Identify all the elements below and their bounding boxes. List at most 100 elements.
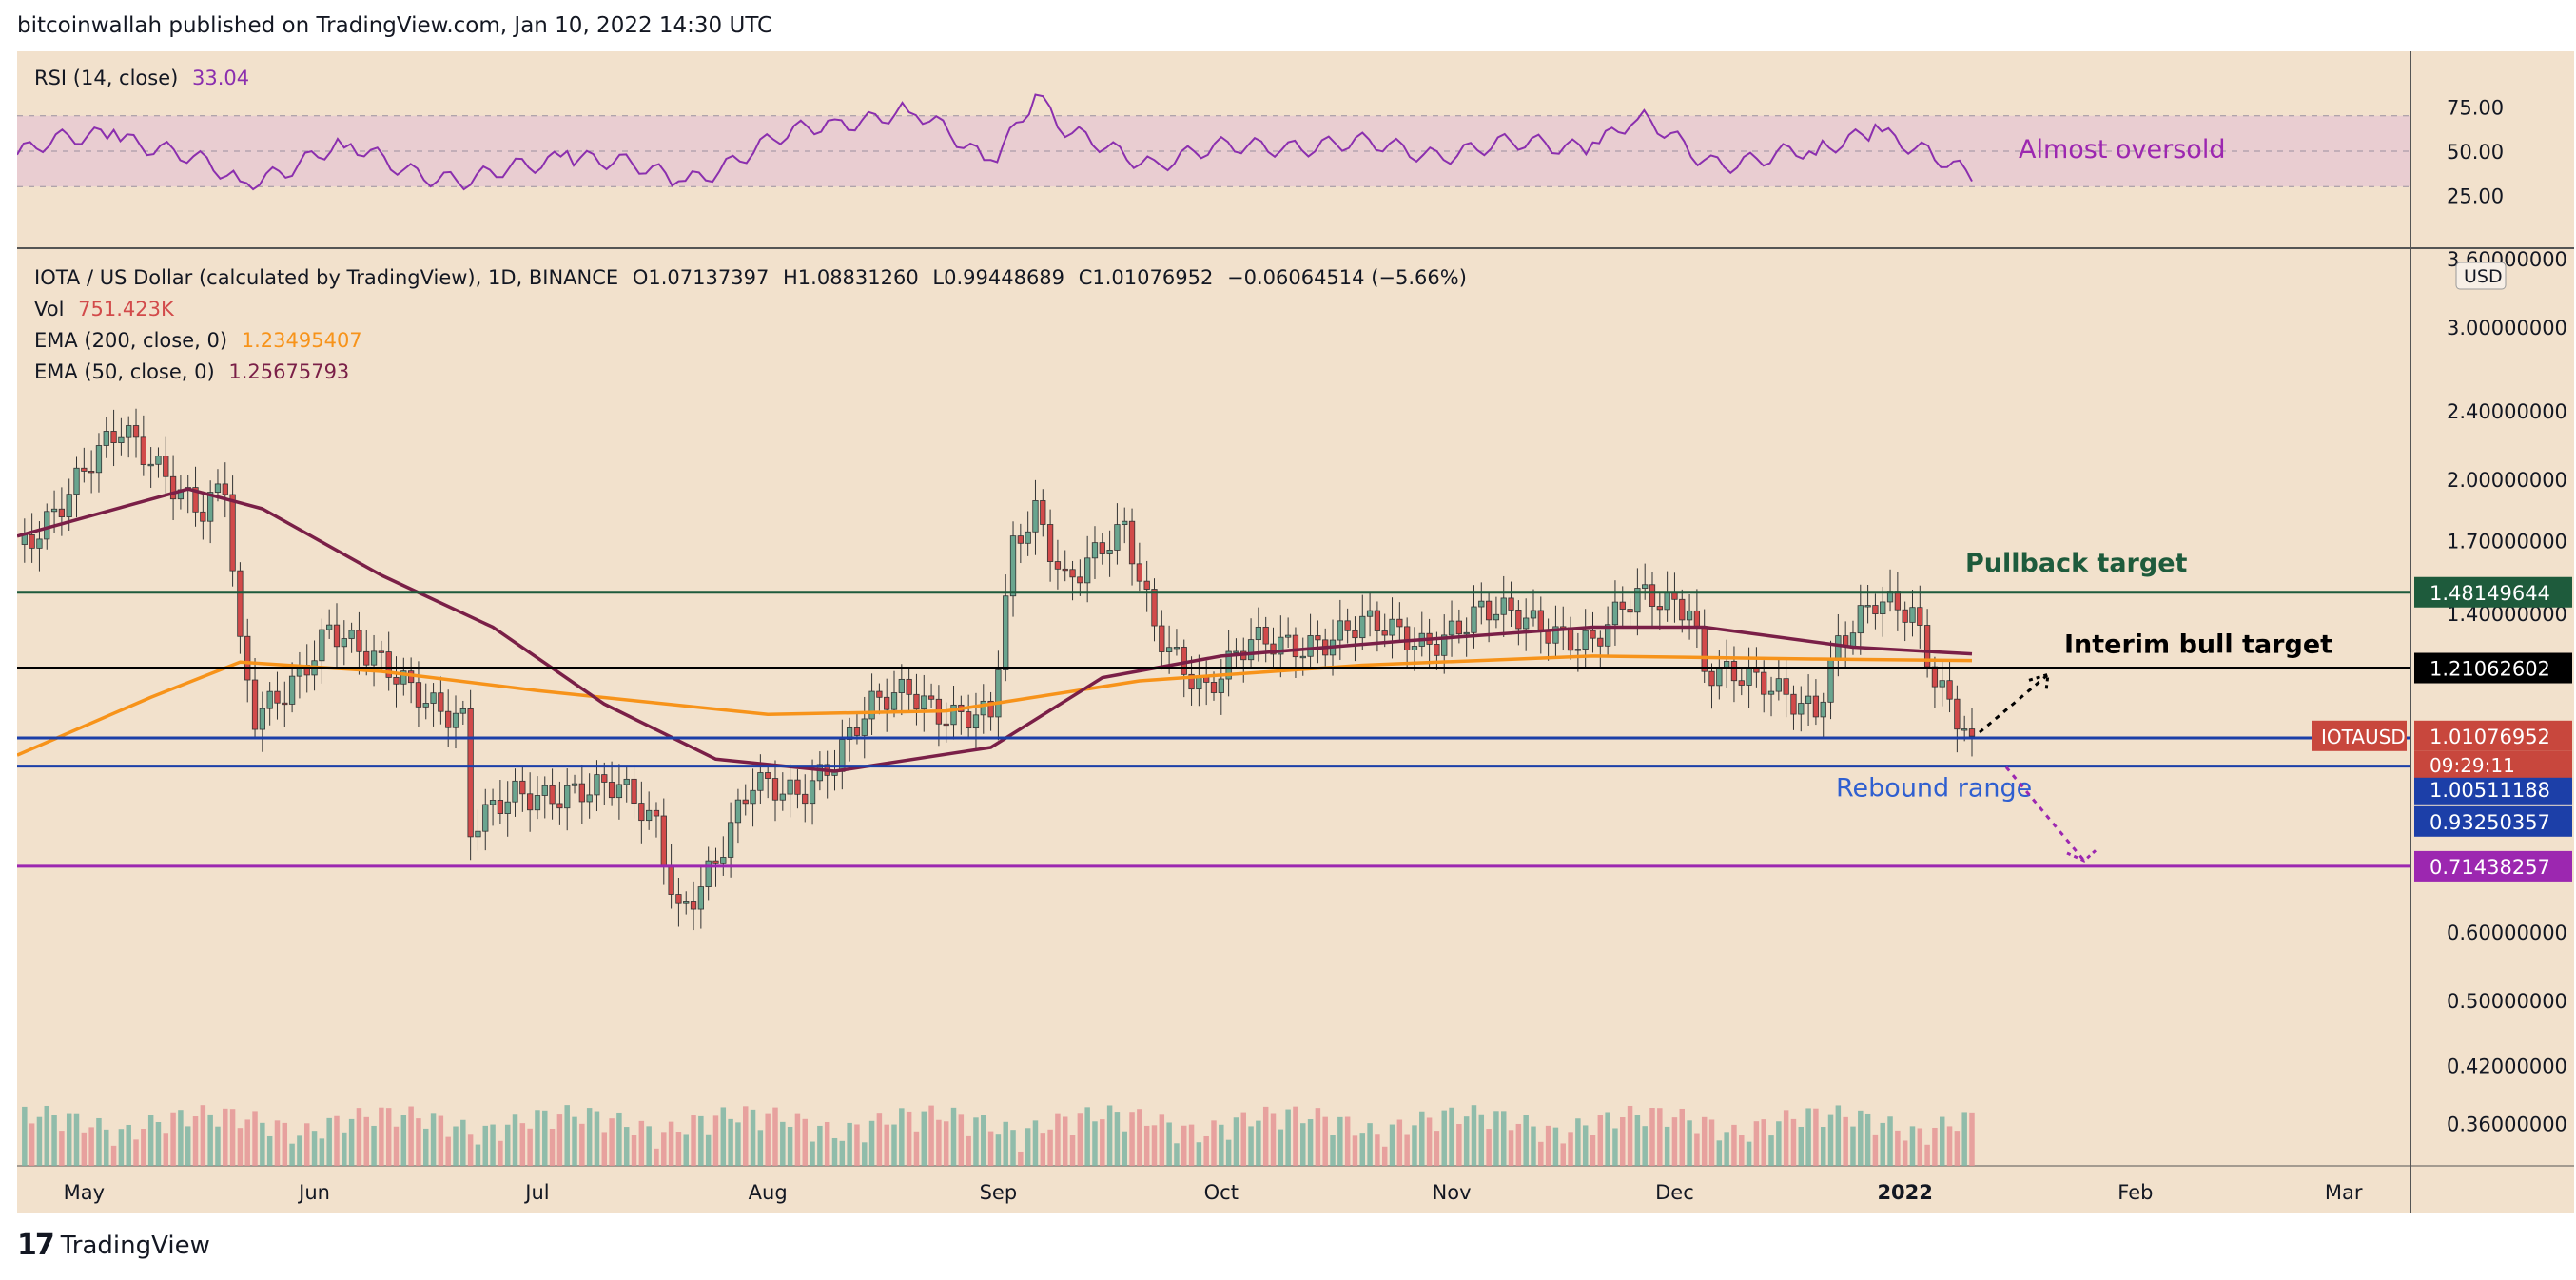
volume-bar bbox=[787, 1126, 793, 1166]
candle-body bbox=[1352, 630, 1358, 639]
candle-body bbox=[631, 778, 637, 805]
volume-bar bbox=[163, 1133, 169, 1166]
candle-body bbox=[1790, 693, 1797, 715]
candle-body bbox=[266, 690, 273, 709]
candle-body bbox=[44, 511, 50, 540]
volume-bar bbox=[147, 1115, 154, 1166]
volume-bar bbox=[1278, 1129, 1284, 1166]
candle-body bbox=[1730, 661, 1738, 682]
rsi-legend: RSI (14, close) 33.04 bbox=[34, 67, 249, 89]
candle-body bbox=[1337, 620, 1343, 641]
volume-bar bbox=[379, 1107, 384, 1166]
volume-bar bbox=[950, 1107, 957, 1166]
volume-bar bbox=[1813, 1108, 1819, 1166]
volume-bar bbox=[1761, 1119, 1766, 1166]
candle-body bbox=[118, 436, 125, 444]
price-axis-tick-label: 3.00000000 bbox=[2447, 317, 2567, 339]
volume-bar bbox=[1486, 1129, 1492, 1166]
candle-body bbox=[438, 692, 444, 712]
candle-body bbox=[1574, 649, 1582, 651]
volume-bar bbox=[1106, 1105, 1113, 1166]
volume-bar bbox=[1620, 1117, 1626, 1166]
volume-bar bbox=[81, 1132, 88, 1166]
ema200-value: 1.23495407 bbox=[241, 329, 362, 352]
almost-oversold-annotation: Almost oversold bbox=[2019, 135, 2225, 165]
volume-bar bbox=[1716, 1140, 1723, 1166]
candle-body bbox=[497, 800, 504, 814]
volume-bar bbox=[1322, 1116, 1328, 1166]
volume-legend: Vol 751.423K bbox=[34, 298, 174, 320]
volume-bar bbox=[416, 1118, 421, 1166]
candle-body bbox=[504, 801, 511, 814]
candle-body bbox=[29, 533, 35, 549]
volume-bar bbox=[1545, 1125, 1551, 1166]
candle-body bbox=[1701, 626, 1708, 672]
candle-body bbox=[512, 780, 518, 803]
candle-body bbox=[348, 630, 355, 639]
candle-body bbox=[771, 778, 779, 801]
volume-bar bbox=[609, 1118, 615, 1166]
volume-bar bbox=[1077, 1113, 1083, 1166]
volume-bar bbox=[44, 1105, 49, 1166]
volume-bar bbox=[1315, 1108, 1321, 1166]
volume-bar bbox=[1389, 1124, 1395, 1166]
volume-bar bbox=[334, 1115, 340, 1166]
volume-bar bbox=[1092, 1121, 1098, 1166]
symbol-tag-label: IOTAUSD bbox=[2321, 726, 2406, 748]
ohlc-open: O1.07137397 bbox=[632, 266, 770, 289]
chart-frame[interactable]: 75.00 50.00 25.00 Almost oversold 3.60000000… bbox=[17, 51, 2574, 1213]
candle-body bbox=[140, 436, 146, 465]
candle-body bbox=[690, 901, 697, 910]
volume-bar bbox=[1129, 1112, 1135, 1166]
candle-body bbox=[1136, 563, 1142, 582]
candle-body bbox=[660, 815, 667, 867]
volume-bar bbox=[1575, 1118, 1581, 1166]
candle-body bbox=[890, 692, 898, 710]
volume-bar bbox=[884, 1124, 889, 1166]
candle-body bbox=[1634, 588, 1641, 613]
volume-bar bbox=[1240, 1112, 1246, 1166]
volume-bar bbox=[1739, 1135, 1745, 1166]
rebound-lower-price-label-box bbox=[2414, 805, 2572, 837]
volume-bar bbox=[1143, 1125, 1150, 1166]
volume-bar bbox=[556, 1114, 563, 1166]
volume-bar bbox=[1850, 1126, 1856, 1166]
volume-bar bbox=[59, 1131, 65, 1166]
candle-body bbox=[734, 799, 742, 824]
candle-body bbox=[1835, 635, 1842, 661]
volume-bar bbox=[981, 1115, 986, 1166]
candle-body bbox=[1003, 595, 1009, 670]
volume-bar bbox=[564, 1105, 570, 1166]
candle-body bbox=[155, 456, 162, 465]
volume-bar bbox=[229, 1109, 236, 1166]
candle-body bbox=[1278, 636, 1284, 655]
volume-bar bbox=[1664, 1126, 1670, 1166]
last-price-label-box bbox=[2414, 720, 2572, 751]
tradingview-logo-text: TradingView bbox=[60, 1231, 210, 1260]
volume-bar bbox=[1843, 1116, 1848, 1166]
candle-body bbox=[527, 793, 534, 811]
candle-body bbox=[1389, 618, 1395, 636]
volume-bar bbox=[282, 1122, 288, 1166]
volume-bar bbox=[29, 1123, 35, 1166]
candle-body bbox=[1374, 610, 1381, 631]
volume-bar bbox=[260, 1122, 265, 1166]
candle-body bbox=[1746, 667, 1752, 686]
volume-bar bbox=[913, 1131, 920, 1166]
volume-bar bbox=[348, 1118, 355, 1166]
candle-body bbox=[646, 809, 653, 822]
candle-body bbox=[1954, 698, 1961, 730]
candle-body bbox=[1597, 637, 1604, 647]
volume-bar bbox=[1055, 1113, 1061, 1166]
tradingview-logo[interactable]: 17 TradingView bbox=[17, 1229, 210, 1262]
candle-body bbox=[876, 690, 883, 698]
volume-bar bbox=[705, 1134, 712, 1166]
rsi-legend-value: 33.04 bbox=[192, 67, 250, 89]
volume-bar bbox=[1211, 1120, 1217, 1166]
candle-body bbox=[214, 483, 222, 493]
candle-body bbox=[1693, 610, 1701, 628]
candle-body bbox=[66, 494, 72, 517]
candle-body bbox=[995, 669, 1002, 718]
candle-body bbox=[1894, 591, 1901, 611]
